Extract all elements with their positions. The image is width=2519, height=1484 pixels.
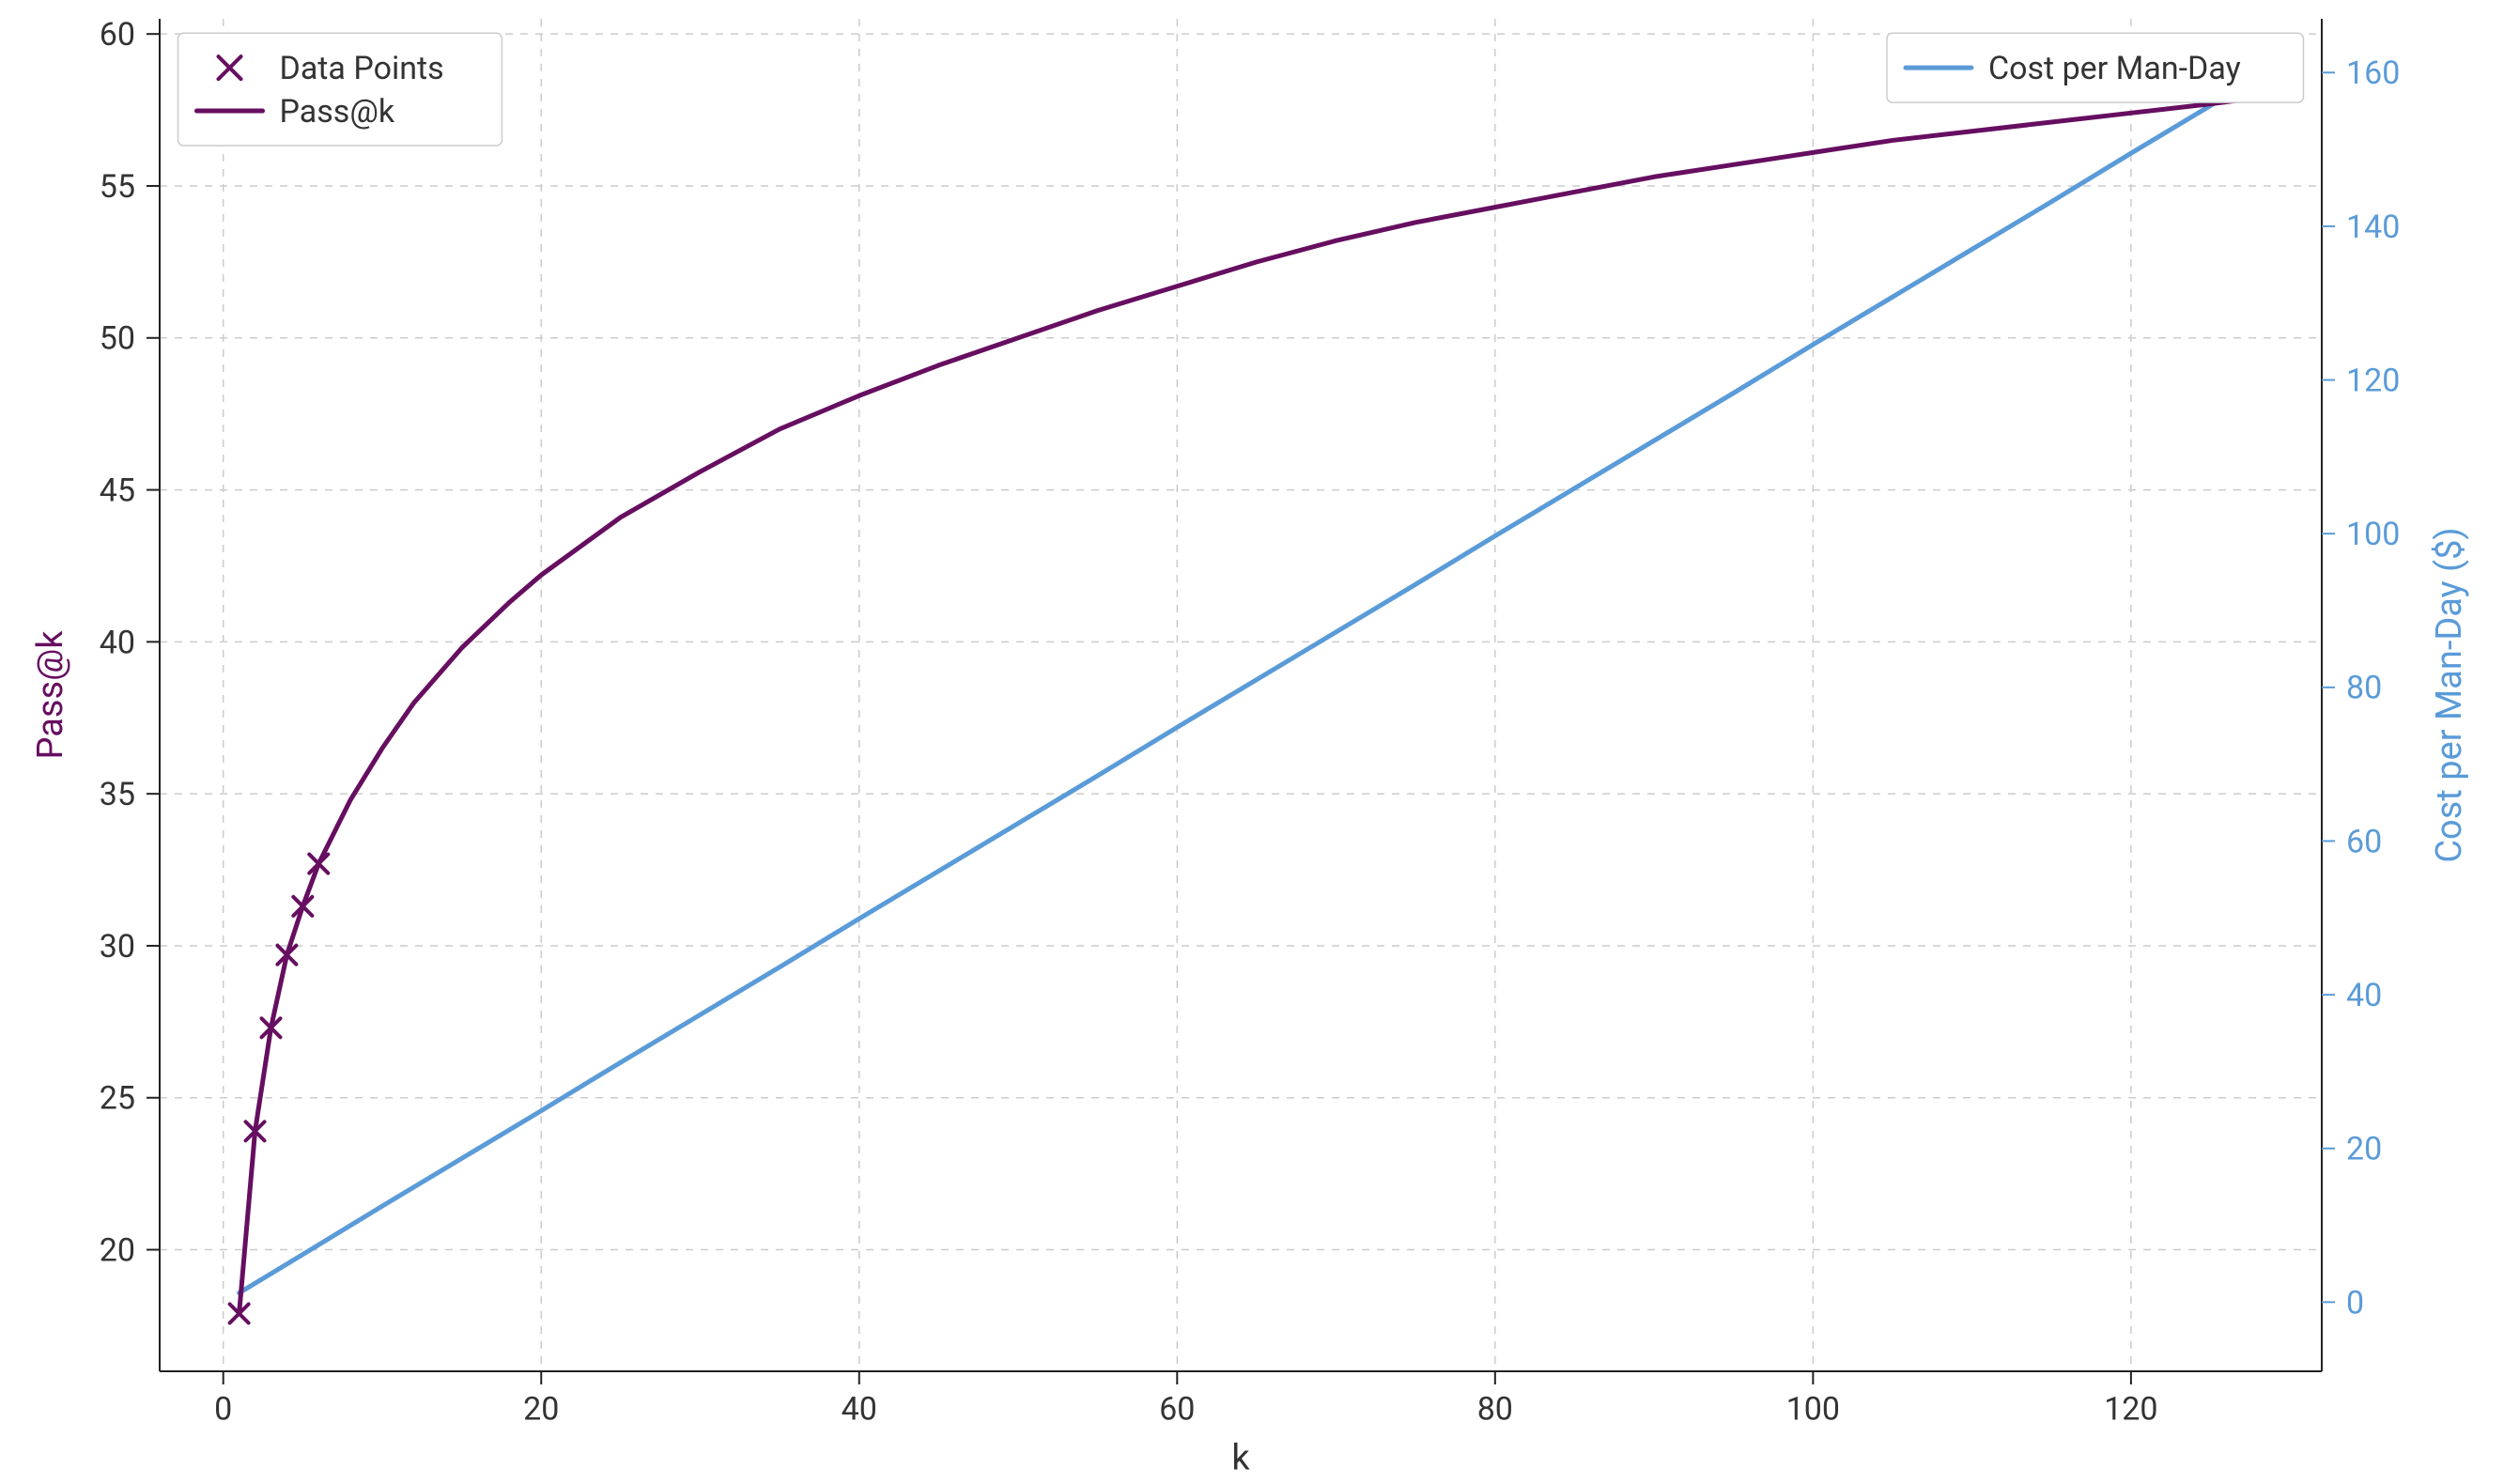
- y-left-tick-label: 30: [100, 928, 135, 966]
- y-left-tick-label: 35: [100, 776, 135, 813]
- y-right-tick-label: 0: [2346, 1284, 2364, 1322]
- x-tick-label: 0: [214, 1390, 232, 1428]
- y-left-axis-label: Pass@k: [30, 630, 71, 760]
- legend-right: Cost per Man-Day: [1887, 33, 2304, 102]
- y-right-tick-label: 20: [2346, 1131, 2382, 1168]
- x-tick-label: 60: [1159, 1390, 1195, 1428]
- x-tick-label: 80: [1477, 1390, 1513, 1428]
- y-right-tick-label: 160: [2346, 54, 2400, 92]
- y-left-tick-label: 40: [100, 624, 135, 661]
- chart-container: 0 20 40 60 80 100 120 k 20 25 30 35 40 45 50 55 60 Pass@k…: [0, 0, 2519, 1484]
- y-right-tick-label: 100: [2346, 516, 2400, 553]
- y-left-tick-label: 25: [100, 1080, 135, 1118]
- y-right-tick-label: 120: [2346, 362, 2400, 399]
- x-tick-label: 20: [523, 1390, 559, 1428]
- x-tick-label: 100: [1786, 1390, 1840, 1428]
- y-right-tick-label: 40: [2346, 977, 2382, 1014]
- y-right-tick-label: 60: [2346, 823, 2382, 860]
- x-tick-label: 120: [2104, 1390, 2157, 1428]
- x-tick-label: 40: [842, 1390, 877, 1428]
- y-right-tick-label: 80: [2346, 670, 2382, 707]
- y-right-tick-label: 140: [2346, 209, 2400, 246]
- y-left-tick-label: 55: [100, 168, 135, 206]
- legend-label: Cost per Man-Day: [1988, 50, 2241, 87]
- legend-label: Pass@k: [280, 93, 395, 131]
- y-left-tick-label: 45: [100, 471, 135, 509]
- legend-left: Data Points Pass@k: [178, 33, 502, 146]
- x-axis-label: k: [1231, 1438, 1250, 1479]
- y-left-tick-label: 20: [100, 1231, 135, 1269]
- y-left-tick-label: 60: [100, 16, 135, 54]
- chart-svg: 0 20 40 60 80 100 120 k 20 25 30 35 40 45 50 55 60 Pass@k…: [0, 0, 2519, 1484]
- legend-label: Data Points: [280, 50, 444, 87]
- y-right-axis-label: Cost per Man-Day ($): [2429, 527, 2470, 862]
- y-left-tick-label: 50: [100, 320, 135, 358]
